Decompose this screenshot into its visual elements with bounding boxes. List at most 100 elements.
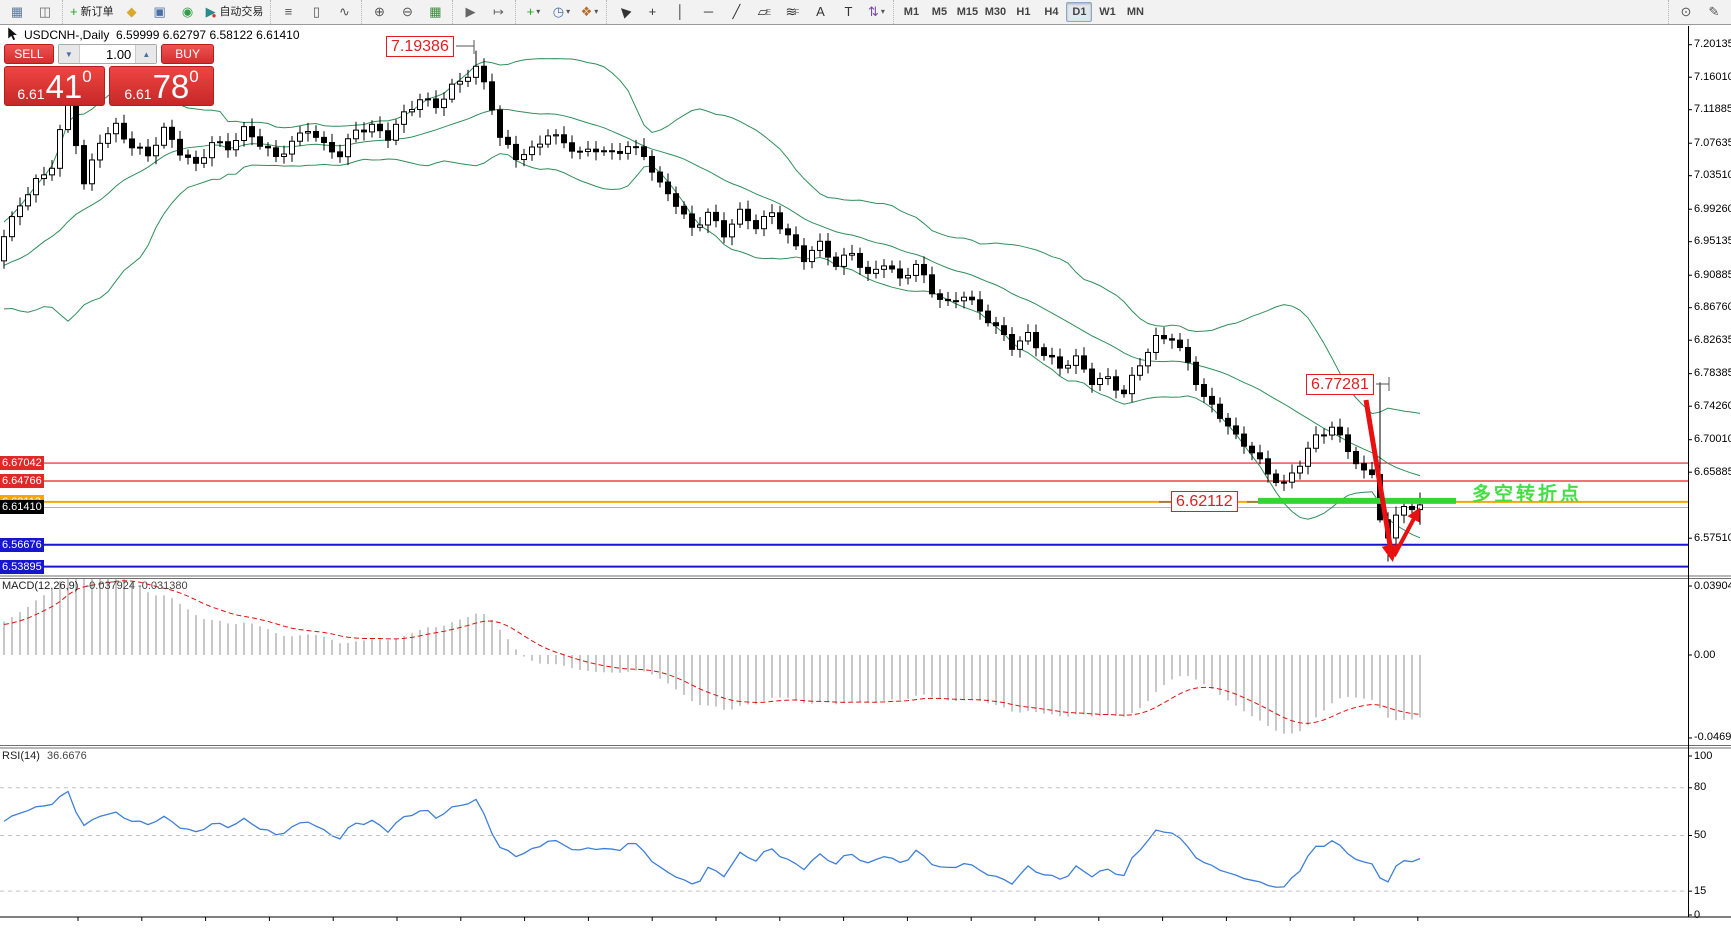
candle-body xyxy=(41,174,47,179)
candle-body xyxy=(265,145,271,149)
auto-scroll-button[interactable]: ▶ xyxy=(457,1,483,23)
candle-body xyxy=(441,98,447,109)
price-annotation-6.62112[interactable]: 6.62112 xyxy=(1171,491,1238,512)
candle-body xyxy=(553,134,559,137)
timeframe-w1-button[interactable]: W1 xyxy=(1099,6,1116,18)
candle-body xyxy=(1153,334,1159,353)
timeframe-h1-button[interactable]: H1 xyxy=(1016,6,1031,18)
price-annotation-7.19386[interactable]: 7.19386 xyxy=(386,36,454,57)
new-chart-button[interactable]: ▦ xyxy=(4,1,30,23)
candle-body xyxy=(937,293,943,300)
autotrading-button-label: 自动交易 xyxy=(219,6,264,18)
market-watch-button[interactable]: ▣ xyxy=(147,1,173,23)
candle-body xyxy=(449,83,455,100)
candle-body xyxy=(473,65,479,78)
timeframe-m30-button[interactable]: M30 xyxy=(984,6,1007,18)
timeframe-mn-button[interactable]: MN xyxy=(1126,6,1144,18)
autotrading-button[interactable]: ▶ ● 自动交易 xyxy=(203,1,267,23)
bull-bear-turning-point-note[interactable]: 多空转折点 xyxy=(1472,484,1583,505)
new-order-button[interactable]: + 新订单 xyxy=(67,1,117,23)
chart-profiles-button[interactable]: ◫ xyxy=(32,1,58,23)
bollinger-middle xyxy=(3,108,1421,477)
sell-button[interactable]: SELL xyxy=(4,44,54,64)
bar-chart-button[interactable]: ≡ xyxy=(275,1,301,23)
timeframe-m5-button[interactable]: M5 xyxy=(931,6,948,18)
vertical-line-button[interactable]: │ xyxy=(667,1,693,23)
line-chart-button[interactable]: ∿ xyxy=(331,1,357,23)
one-click-trading-panel: SELL ▼ 1.00 ▲ BUY 6.61 41 0 6.61 78 0 xyxy=(4,44,214,106)
symbol-ohlc: 6.59999 6.62797 6.58122 6.61410 xyxy=(116,28,300,42)
candle-body xyxy=(1313,434,1319,449)
crosshair-button[interactable]: + xyxy=(639,1,665,23)
candle-body xyxy=(729,223,735,238)
timeframe-m1-button[interactable]: M1 xyxy=(903,6,920,18)
candle-body xyxy=(1241,433,1247,447)
alerts-button[interactable]: ◉ xyxy=(175,1,201,23)
candle-body xyxy=(57,129,63,169)
candle-body xyxy=(1209,395,1215,405)
sell-price-button[interactable]: 6.61 41 0 xyxy=(4,66,106,106)
toolbar-group-right: ⊙ ✎ xyxy=(1668,0,1731,24)
equidistant-channel-icon: ▱ xyxy=(757,4,768,19)
candle-body xyxy=(633,146,639,149)
zoom-out-button[interactable]: ⊖ xyxy=(394,1,420,23)
buy-price-button[interactable]: 6.61 78 0 xyxy=(109,66,214,106)
periods-button[interactable]: ◷ ▾ xyxy=(548,1,574,23)
sell-price-base: 6.61 xyxy=(17,86,45,102)
rsi-name: RSI(14) xyxy=(2,750,40,762)
rsi-indicator-label: RSI(14) 36.6676 xyxy=(2,750,87,762)
buy-price-base: 6.61 xyxy=(124,86,152,102)
candle-body xyxy=(129,138,135,149)
horizontal-line-button[interactable]: ─ xyxy=(695,1,721,23)
toolbar-group-timeframes: M1 M5 M15 M30 H1 H4 D1 W1 MN xyxy=(893,0,1152,24)
rsi-line xyxy=(3,790,1421,888)
candle-body xyxy=(425,98,431,101)
edit-button[interactable]: ✎ xyxy=(1701,1,1727,23)
chart-shift-button[interactable]: ↦ xyxy=(485,1,511,23)
candle-body xyxy=(1081,355,1087,370)
zoom-in-button[interactable]: ⊕ xyxy=(366,1,392,23)
arrows-button[interactable]: ⇅ ▾ xyxy=(863,1,889,23)
candle-body xyxy=(521,154,527,161)
candle-body xyxy=(1353,451,1359,465)
styler-button[interactable]: ◆ xyxy=(119,1,145,23)
trend-arrow-1[interactable] xyxy=(1363,399,1399,563)
candle-body xyxy=(809,249,815,263)
timeframe-h4-button[interactable]: H4 xyxy=(1044,6,1059,18)
candlestick-chart-button[interactable]: ▯ xyxy=(303,1,329,23)
equidistant-channel-button[interactable]: ▱ E xyxy=(751,1,777,23)
candle-body xyxy=(537,143,543,148)
trendline-button[interactable]: ╱ xyxy=(723,1,749,23)
candle-body xyxy=(585,148,591,153)
trend-arrow-2[interactable] xyxy=(1392,507,1420,557)
buy-button[interactable]: BUY xyxy=(161,44,214,64)
timeframe-d1-button[interactable]: D1 xyxy=(1066,2,1093,22)
price-annotation-6.77281[interactable]: 6.77281 xyxy=(1306,374,1374,395)
templates-button[interactable]: ❖ ▾ xyxy=(576,1,602,23)
candle-body xyxy=(321,136,327,143)
candle-body xyxy=(385,130,391,141)
candle-body xyxy=(489,81,495,111)
cursor-button[interactable]: ▶ xyxy=(611,1,637,23)
candle-body xyxy=(209,142,215,159)
candle-body xyxy=(217,141,223,144)
candle-body xyxy=(89,159,95,185)
candle-body xyxy=(249,126,255,138)
text-label-button[interactable]: T xyxy=(835,1,861,23)
trendline-icon: ╱ xyxy=(732,4,741,19)
candle-body xyxy=(873,268,879,274)
indicators-button[interactable]: + ▾ xyxy=(520,1,546,23)
candle-body xyxy=(417,99,423,111)
volume-increase-button[interactable]: ▲ xyxy=(135,45,157,63)
search-button[interactable]: ⊙ xyxy=(1673,1,1699,23)
volume-input[interactable]: 1.00 xyxy=(79,45,136,63)
fibonacci-button[interactable]: ≋ F xyxy=(779,1,805,23)
tile-windows-button[interactable]: ▦ xyxy=(422,1,448,23)
timeframe-m15-button[interactable]: M15 xyxy=(956,6,979,18)
volume-decrease-button[interactable]: ▼ xyxy=(58,45,80,63)
candle-body xyxy=(409,109,415,113)
text-button[interactable]: A xyxy=(807,1,833,23)
templates-icon: ❖ xyxy=(580,4,593,19)
candle-body xyxy=(497,109,503,138)
